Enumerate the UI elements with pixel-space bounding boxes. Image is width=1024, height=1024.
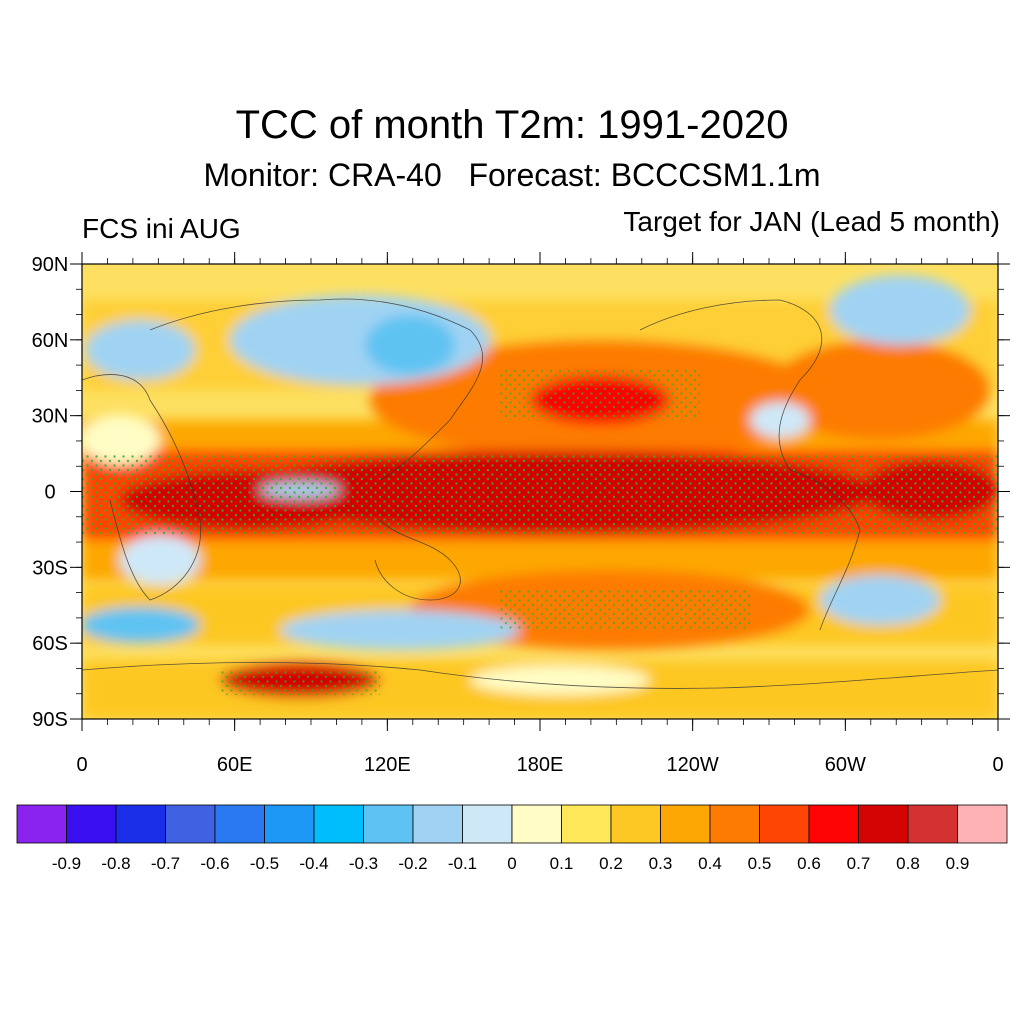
colorbar-swatch bbox=[363, 804, 414, 844]
colorbar-swatch bbox=[214, 804, 265, 844]
colorbar-swatch bbox=[808, 804, 859, 844]
colorbar: -0.9 -0.8 -0.7 -0.6 -0.5 -0.4 -0.3 -0.2 -0.1 0 0.1… bbox=[16, 804, 1008, 873]
colorbar-swatch bbox=[957, 804, 1008, 844]
lon-tick-label: 120W bbox=[667, 754, 719, 776]
lat-tick-label: 90N bbox=[32, 254, 69, 276]
colorbar-label: 0.3 bbox=[649, 854, 673, 873]
plot-title: TCC of month T2m: 1991-2020 bbox=[235, 103, 789, 147]
colorbar-label: 0.4 bbox=[698, 854, 722, 873]
lat-tick-label: 90S bbox=[32, 709, 68, 731]
colorbar-swatch bbox=[313, 804, 364, 844]
lat-tick-label: 30S bbox=[32, 557, 68, 579]
colorbar-swatch bbox=[709, 804, 760, 844]
colorbar-swatch bbox=[511, 804, 562, 844]
colorbar-swatch bbox=[66, 804, 117, 844]
lat-ticks: 90N 60N 30N 0 30S 60S 90S bbox=[32, 254, 1010, 731]
colorbar-swatch bbox=[858, 804, 909, 844]
colorbar-label: -0.7 bbox=[151, 854, 180, 873]
colorbar-label: -0.3 bbox=[349, 854, 378, 873]
colorbar-label: 0.5 bbox=[748, 854, 772, 873]
colorbar-swatch bbox=[660, 804, 711, 844]
colorbar-swatch bbox=[264, 804, 315, 844]
colorbar-swatch bbox=[16, 804, 67, 844]
colorbar-label: -0.2 bbox=[398, 854, 427, 873]
colorbar-label: -0.8 bbox=[101, 854, 130, 873]
colorbar-swatch bbox=[759, 804, 810, 844]
target-label: Target for JAN (Lead 5 month) bbox=[623, 206, 1000, 237]
colorbar-swatch bbox=[462, 804, 513, 844]
colorbar-swatch bbox=[907, 804, 958, 844]
colorbar-label: -0.1 bbox=[448, 854, 477, 873]
colorbar-label: -0.6 bbox=[200, 854, 229, 873]
plot-subtitle: Monitor: CRA-40 Forecast: BCCCSM1.1m bbox=[203, 157, 821, 193]
lat-tick-label: 30N bbox=[32, 406, 69, 428]
colorbar-label: 0.2 bbox=[599, 854, 623, 873]
init-label: FCS ini AUG bbox=[82, 213, 241, 244]
lon-tick-label: 120E bbox=[364, 754, 411, 776]
colorbar-swatch bbox=[610, 804, 661, 844]
colorbar-label: -0.4 bbox=[299, 854, 328, 873]
lon-tick-label: 60W bbox=[825, 754, 866, 776]
colorbar-label: -0.9 bbox=[52, 854, 81, 873]
colorbar-swatch bbox=[115, 804, 166, 844]
colorbar-label: 0.6 bbox=[797, 854, 821, 873]
lat-tick-label: 0 bbox=[44, 482, 55, 504]
colorbar-swatch bbox=[165, 804, 216, 844]
colorbar-swatch bbox=[412, 804, 463, 844]
coastlines bbox=[82, 298, 998, 689]
correlation-field bbox=[82, 264, 998, 719]
colorbar-label: -0.5 bbox=[250, 854, 279, 873]
colorbar-label: 0.9 bbox=[946, 854, 970, 873]
colorbar-label: 0 bbox=[507, 854, 516, 873]
colorbar-swatch bbox=[561, 804, 612, 844]
lat-tick-label: 60S bbox=[32, 633, 68, 655]
lon-ticks: 0 60E 120E 180E 120W 60W 0 bbox=[76, 252, 1004, 776]
lat-tick-label: 60N bbox=[32, 330, 69, 352]
colorbar-label: 0.8 bbox=[896, 854, 920, 873]
colorbar-label: 0.7 bbox=[847, 854, 871, 873]
lon-tick-label: 180E bbox=[517, 754, 564, 776]
colorbar-label: 0.1 bbox=[550, 854, 574, 873]
lon-tick-label: 60E bbox=[217, 754, 253, 776]
lon-tick-label: 0 bbox=[76, 754, 87, 776]
lon-tick-label: 0 bbox=[992, 754, 1003, 776]
